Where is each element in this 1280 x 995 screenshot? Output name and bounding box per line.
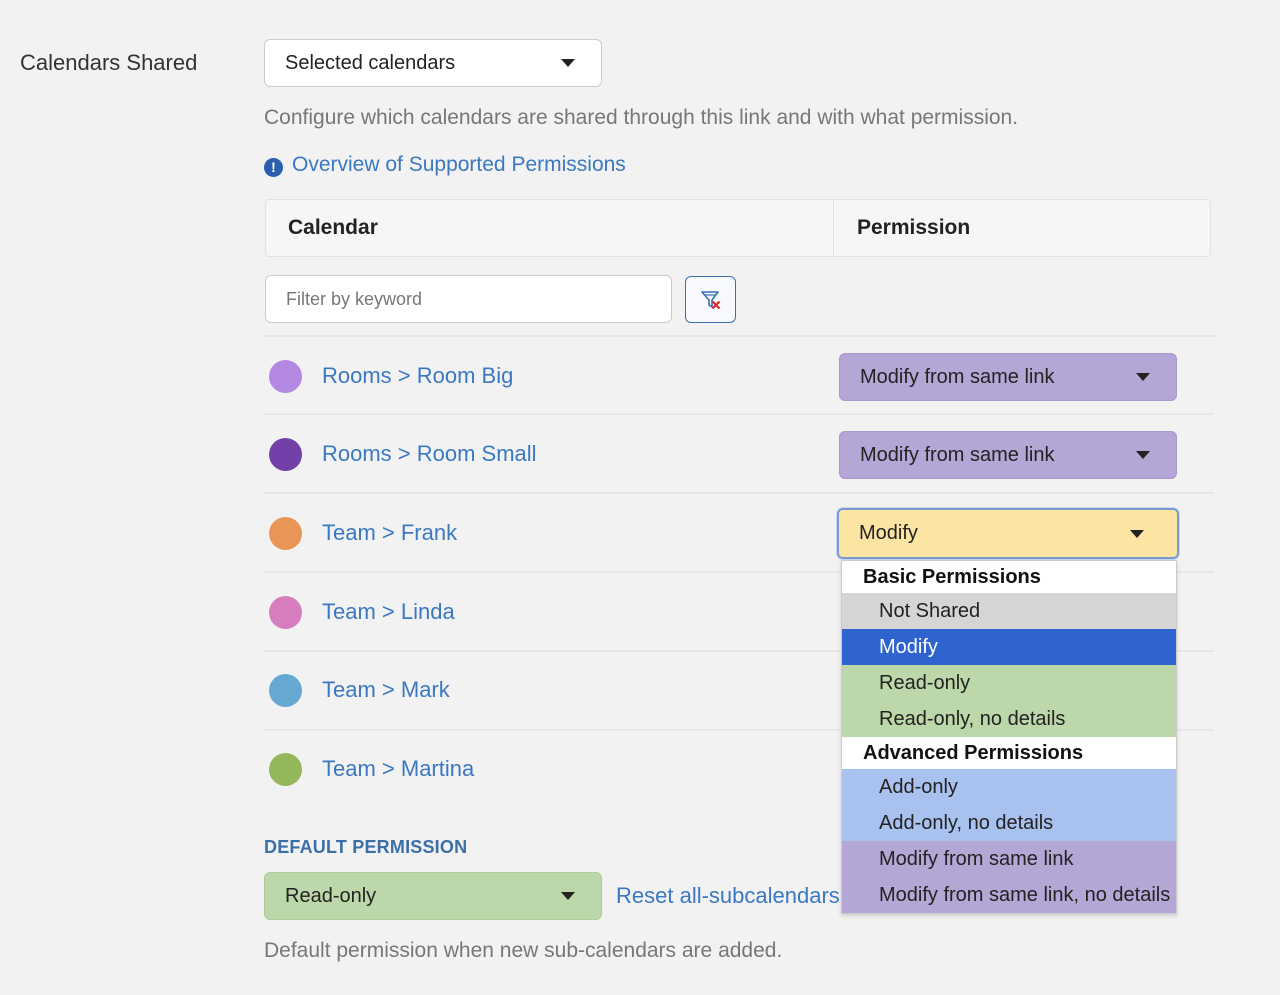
calendars-shared-select[interactable]: Selected calendars [264,39,602,87]
caret-down-icon [1136,451,1150,459]
share-help-text: Configure which calendars are shared thr… [264,106,1019,129]
permission-column-header: Permission [857,216,971,239]
calendar-name[interactable]: Team > Martina [322,756,475,781]
calendar-color-dot [269,517,302,550]
info-icon: ! [264,158,283,177]
row-divider [264,571,1214,573]
dropdown-option[interactable]: Add-only, no details [842,805,1176,841]
permission-select-open[interactable]: Modify [837,508,1179,559]
calendar-color-dot [269,674,302,707]
default-permission-value: Read-only [285,884,377,907]
caret-down-icon [1130,529,1144,538]
dropdown-option[interactable]: Add-only [842,769,1176,805]
default-permission-select[interactable]: Read-only [264,872,602,920]
caret-down-icon [561,892,575,900]
clear-filter-icon [700,290,720,309]
dropdown-option[interactable]: Read-only [842,665,1176,701]
dropdown-option[interactable]: Read-only, no details [842,701,1176,737]
calendar-name[interactable]: Team > Frank [322,520,458,545]
calendars-shared-label: Calendars Shared [20,50,198,75]
dropdown-group-label: Basic Permissions [842,561,1176,593]
filter-input[interactable]: Filter by keyword [265,275,672,323]
calendar-name[interactable]: Rooms > Room Big [322,363,514,388]
caret-down-icon [561,59,575,67]
row-divider [264,413,1214,415]
calendar-color-dot [269,596,302,629]
table-header: Calendar Permission [265,199,1211,257]
row-divider [264,650,1214,652]
calendar-color-dot [269,438,302,471]
default-permission-heading: DEFAULT PERMISSION [264,837,468,857]
permission-select[interactable]: Modify from same link [839,431,1177,479]
permission-select[interactable]: Modify from same link [839,353,1177,401]
calendars-shared-select-value: Selected calendars [285,51,456,74]
row-divider [264,729,1214,731]
row-divider [264,335,1214,337]
permission-value: Modify from same link [860,443,1055,466]
dropdown-option[interactable]: Not Shared [842,593,1176,629]
calendar-name[interactable]: Team > Mark [322,677,450,702]
dropdown-group-label: Advanced Permissions [842,737,1176,769]
calendar-name[interactable]: Team > Linda [322,599,455,624]
dropdown-option[interactable]: Modify from same link [842,841,1176,877]
permission-value: Modify [859,522,918,544]
calendar-name[interactable]: Rooms > Room Small [322,441,537,466]
permission-value: Modify from same link [860,365,1055,388]
reset-subcalendars-link[interactable]: Reset all-subcalendars [616,883,840,908]
dropdown-option-selected[interactable]: Modify [842,629,1176,665]
caret-down-icon [1136,373,1150,381]
row-divider [264,492,1214,494]
clear-filter-button[interactable] [685,276,736,323]
default-permission-help: Default permission when new sub-calendar… [264,939,783,962]
overview-permissions-link[interactable]: Overview of Supported Permissions [292,153,626,176]
calendar-color-dot [269,753,302,786]
calendar-column-header: Calendar [288,216,378,239]
filter-placeholder: Filter by keyword [286,288,423,309]
dropdown-option[interactable]: Modify from same link, no details [842,877,1176,913]
header-divider [833,200,834,256]
calendar-color-dot [269,360,302,393]
permission-dropdown-list: Basic Permissions Not Shared Modify Read… [841,560,1177,914]
